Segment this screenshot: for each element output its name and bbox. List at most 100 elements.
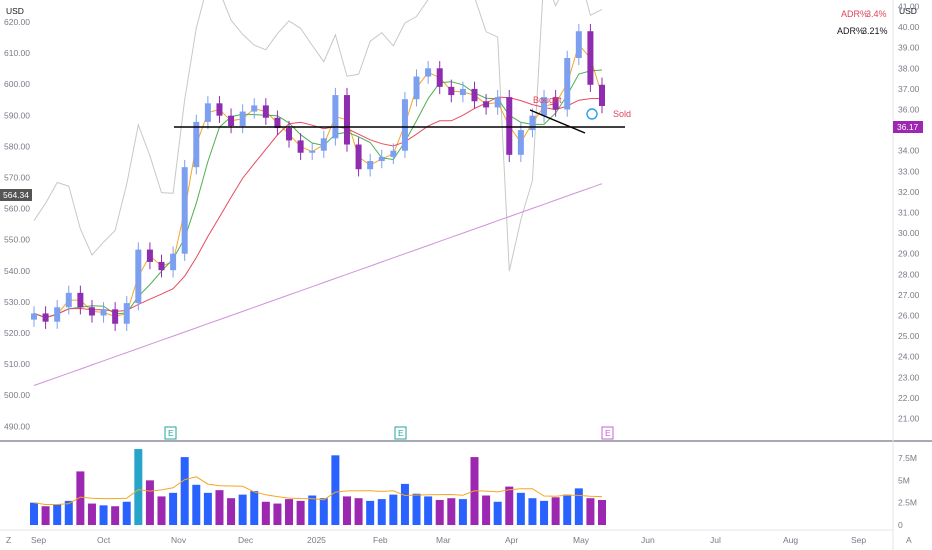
volume-bar (412, 493, 421, 525)
candle-body (552, 97, 559, 110)
time-axis-tick: 2025 (307, 535, 326, 545)
right-axis-tick: 26.00 (898, 311, 920, 321)
volume-bar (482, 495, 491, 525)
last-price-tag: 36.17 (893, 121, 923, 133)
left-axis-tick: 520.00 (4, 328, 30, 338)
adr-legend-1: ADR% 3.4% (841, 9, 887, 19)
candle-body (146, 249, 153, 262)
volume-bar (64, 500, 73, 525)
volume-bar (134, 449, 143, 525)
volume-bar (377, 499, 386, 525)
candle-body (193, 121, 200, 168)
earnings-marker[interactable]: E (601, 426, 614, 440)
candle-body (575, 31, 582, 58)
time-axis-tick: Oct (97, 535, 111, 545)
adr-2-value: 3.21% (862, 26, 888, 36)
right-axis-tick: 40.00 (898, 22, 920, 32)
left-axis-tick: 580.00 (4, 141, 30, 151)
earnings-marker[interactable]: E (394, 426, 407, 440)
candle-body (378, 156, 385, 161)
volume-bar (400, 483, 409, 525)
right-axis-tick: 39.00 (898, 43, 920, 53)
time-axis-tick: Nov (171, 535, 187, 545)
candle-body (42, 313, 49, 322)
adr-1-value: 3.4% (866, 9, 887, 19)
left-axis-tick: 500.00 (4, 390, 30, 400)
volume-bar (192, 484, 201, 525)
left-axis-tick: 540.00 (4, 266, 30, 276)
candle-body (228, 115, 235, 126)
earnings-marker[interactable]: E (164, 426, 177, 440)
left-axis-tick: 610.00 (4, 48, 30, 58)
volume-bar (87, 503, 96, 525)
candle-body (274, 117, 281, 129)
right-axis-tick: 37.00 (898, 84, 920, 94)
volume-axis: 7.5M 5M 2.5M 0 (898, 453, 917, 530)
candle-body (158, 261, 165, 271)
right-axis-tick: 38.00 (898, 63, 920, 73)
right-axis-tick: 28.00 (898, 269, 920, 279)
right-axis-tick: 29.00 (898, 249, 920, 259)
volume-bar (169, 492, 178, 525)
candle-body (170, 253, 177, 271)
left-last-value-tag: 564.34 (0, 189, 32, 201)
volume-bar (354, 498, 363, 525)
right-axis-tick: 31.00 (898, 208, 920, 218)
volume-bar (99, 505, 108, 525)
adr-legend-2: ADR% 3.21% (837, 26, 888, 36)
candle-body (123, 303, 130, 324)
left-axis-tick: 600.00 (4, 79, 30, 89)
candle-body (471, 88, 478, 102)
volume-bar (215, 490, 224, 525)
time-axis-tick: Sep (31, 535, 46, 545)
volume-bar (319, 498, 328, 525)
volume-bar (145, 480, 154, 525)
candle-body (541, 97, 548, 116)
auto-scale-toggle[interactable]: A (906, 535, 912, 545)
volume-bar (435, 499, 444, 525)
volume-bar (528, 498, 537, 525)
time-axis-tick: Jun (641, 535, 655, 545)
time-axis-tick: May (573, 535, 590, 545)
volume-bars (30, 449, 606, 525)
volume-bar (285, 499, 294, 525)
time-axis-tick: Mar (436, 535, 451, 545)
candle-body (483, 101, 490, 108)
candle-body (31, 313, 37, 320)
left-axis-tick: 590.00 (4, 110, 30, 120)
volume-average-line (33, 476, 603, 505)
bought-annotation: Bought (533, 95, 562, 105)
volume-bar (180, 457, 189, 525)
candle-body (216, 103, 223, 116)
right-axis-tick: 41.00 (898, 2, 920, 12)
time-axis-tick: Dec (238, 535, 254, 545)
candle-body (100, 309, 107, 316)
left-axis-tick: 560.00 (4, 204, 30, 214)
svg-text:E: E (398, 428, 404, 438)
volume-axis-tick: 5M (898, 475, 910, 485)
time-axis-tick: Sep (851, 535, 866, 545)
volume-bar (238, 494, 247, 525)
volume-bar (342, 496, 351, 525)
trend-line[interactable] (529, 109, 586, 134)
left-currency-label: USD (6, 6, 24, 16)
left-axis-tick: 570.00 (4, 173, 30, 183)
candle-body (181, 167, 188, 254)
candle-body (239, 111, 246, 126)
svg-text:36.17: 36.17 (897, 122, 919, 132)
left-price-axis: 620.00 610.00 600.00 590.00 580.00 570.00 560.… (4, 17, 30, 431)
candle-body (262, 105, 269, 118)
candle-body (459, 88, 466, 96)
candle-body (355, 144, 362, 170)
candle-body (529, 115, 536, 131)
left-axis-tick: 510.00 (4, 359, 30, 369)
ema-mid-line (33, 69, 603, 319)
timezone-toggle[interactable]: Z (6, 535, 11, 545)
candle-body (448, 86, 455, 96)
right-axis-tick: 25.00 (898, 331, 920, 341)
ma-200-line (33, 183, 603, 386)
right-axis-tick: 34.00 (898, 146, 920, 156)
left-axis-tick: 490.00 (4, 421, 30, 431)
volume-bar (30, 502, 38, 525)
